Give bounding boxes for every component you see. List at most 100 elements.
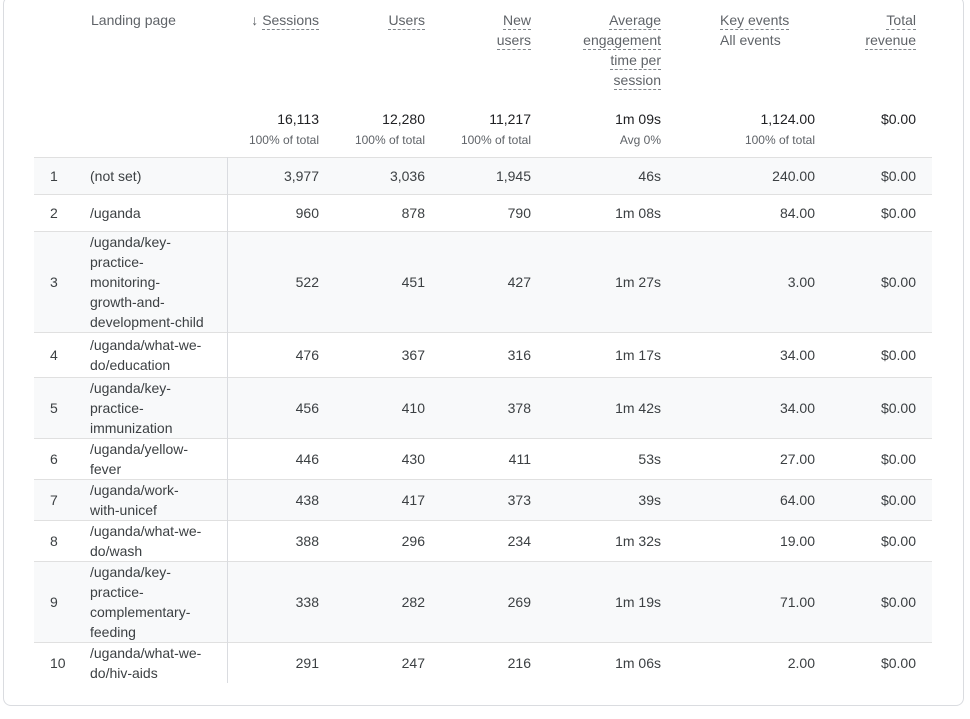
avg-cell: 1m 08s <box>615 205 661 221</box>
key-cell: 71.00 <box>779 594 815 610</box>
landing-page-cell[interactable]: /uganda/what-we-do/wash <box>90 521 230 561</box>
sessions-cell: 456 <box>295 400 319 416</box>
landing-page-cell[interactable]: /uganda/key-practice-immunization <box>90 378 230 438</box>
total-users-percent: 100% of total <box>354 133 425 147</box>
avg-cell: 1m 19s <box>615 594 661 610</box>
column-header-new-users[interactable]: New users <box>440 10 531 50</box>
sessions-cell: 960 <box>295 205 319 221</box>
key-events-label: Key events <box>720 12 790 30</box>
key-cell: 84.00 <box>779 205 815 221</box>
total-revenue: $0.00 <box>880 111 916 127</box>
table-row[interactable]: 2/uganda 960 878 790 1m 08s 84.00 $0.00 <box>34 194 932 231</box>
sessions-cell: 388 <box>295 533 319 549</box>
landing-page-label: Landing page <box>91 12 176 28</box>
new-users-label-2: users <box>496 32 531 50</box>
users-cell: 247 <box>401 655 425 671</box>
column-header-sessions[interactable]: ↓ Sessions <box>230 10 319 30</box>
rev-cell: $0.00 <box>880 274 916 290</box>
new-users-cell: 216 <box>507 655 531 671</box>
avg-engagement-label-1: Average <box>609 12 661 30</box>
new-users-cell: 1,945 <box>495 168 531 184</box>
total-revenue-label-2: revenue <box>865 32 916 50</box>
landing-page-path-line: feeding <box>90 624 136 640</box>
landing-page-cell[interactable]: /uganda/what-we-do/education <box>90 333 230 377</box>
avg-cell: 1m 42s <box>615 400 661 416</box>
landing-page-cell[interactable]: /uganda <box>90 195 230 231</box>
rev-cell: $0.00 <box>880 205 916 221</box>
table-row[interactable]: 5/uganda/key-practice-immunization 456 410… <box>34 377 932 438</box>
column-header-total-revenue[interactable]: Total revenue <box>840 10 916 50</box>
row-index: 5 <box>50 400 58 416</box>
landing-page-path-line: with-unicef <box>90 502 157 518</box>
column-header-avg-engagement[interactable]: Average engagement time per session <box>560 10 661 90</box>
key-events-filter[interactable]: All events <box>720 32 781 48</box>
key-cell: 34.00 <box>779 347 815 363</box>
key-cell: 34.00 <box>779 400 815 416</box>
total-sessions-percent: 100% of total <box>248 133 319 147</box>
landing-page-cell[interactable]: /uganda/work-with-unicef <box>90 480 230 520</box>
landing-page-path-line: monitoring- <box>90 274 161 290</box>
key-cell: 19.00 <box>779 533 815 549</box>
avg-engagement-label-4: session <box>613 72 661 90</box>
key-cell: 3.00 <box>787 274 815 290</box>
users-cell: 430 <box>401 451 425 467</box>
landing-page-path-line: /uganda/key- <box>90 234 171 250</box>
users-cell: 451 <box>401 274 425 290</box>
landing-page-cell[interactable]: /uganda/yellow-fever <box>90 439 230 479</box>
landing-page-cell[interactable]: /uganda/key-practice-complementary-feedi… <box>90 562 230 642</box>
landing-page-cell[interactable]: /uganda/key-practice-monitoring-growth-a… <box>90 232 230 332</box>
row-index: 8 <box>50 533 58 549</box>
total-avg-engagement-percent: Avg 0% <box>619 133 661 147</box>
key-cell: 240.00 <box>772 168 815 184</box>
landing-page-path-line: /uganda/what-we- <box>90 645 202 661</box>
landing-page-path-line: (not set) <box>90 168 142 184</box>
landing-page-cell[interactable]: (not set) <box>90 158 230 194</box>
new-users-cell: 790 <box>507 205 531 221</box>
landing-page-path-line: do/hiv-aids <box>90 665 158 681</box>
avg-engagement-label-3: time per <box>610 52 661 70</box>
sessions-cell: 291 <box>295 655 319 671</box>
landing-page-path-line: development-child <box>90 314 204 330</box>
landing-page-path-line: complementary- <box>90 604 191 620</box>
avg-engagement-label-2: engagement <box>583 32 661 50</box>
new-users-cell: 411 <box>508 451 531 467</box>
row-index: 6 <box>50 451 58 467</box>
table-row[interactable]: 10/uganda/what-we-do/hiv-aids 291 247 216 1m… <box>34 642 932 683</box>
table-row[interactable]: 8/uganda/what-we-do/wash 388 296 234 1m 32s 1… <box>34 520 932 561</box>
table-row[interactable]: 1 (not set) 3,977 3,036 1,945 46s 240.00 $0.00 <box>34 157 932 194</box>
total-revenue-label-1: Total <box>886 12 916 30</box>
key-cell: 2.00 <box>787 655 815 671</box>
row-index: 7 <box>50 492 58 508</box>
table-row[interactable]: 4/uganda/what-we-do/education 476 367 316 1m… <box>34 332 932 377</box>
column-header-landing-page[interactable]: Landing page <box>91 10 176 30</box>
new-users-cell: 316 <box>507 347 531 363</box>
table-row[interactable]: 7/uganda/work-with-unicef 438 417 373 39s 64.… <box>34 479 932 520</box>
sort-descending-icon: ↓ <box>251 12 259 28</box>
new-users-label-1: New <box>502 12 531 30</box>
table-row[interactable]: 3/uganda/key-practice-monitoring-growth-… <box>34 231 932 332</box>
landing-page-path-line: do/wash <box>90 543 143 559</box>
avg-cell: 53s <box>638 451 661 467</box>
total-key-events-percent: 100% of total <box>744 133 815 147</box>
column-header-key-events[interactable]: Key events All events <box>720 10 830 50</box>
users-cell: 3,036 <box>389 168 425 184</box>
new-users-cell: 378 <box>507 400 531 416</box>
avg-cell: 1m 32s <box>615 533 661 549</box>
rev-cell: $0.00 <box>880 451 916 467</box>
row-index: 2 <box>50 205 58 221</box>
new-users-cell: 373 <box>507 492 531 508</box>
sessions-label: Sessions <box>262 12 319 30</box>
sessions-cell: 476 <box>295 347 319 363</box>
landing-page-path-line: /uganda <box>90 205 141 221</box>
new-users-cell: 427 <box>507 274 531 290</box>
users-cell: 296 <box>401 533 425 549</box>
total-new-users: 11,217 <box>489 111 531 127</box>
landing-page-cell[interactable]: /uganda/what-we-do/hiv-aids <box>90 643 230 683</box>
rev-cell: $0.00 <box>880 492 916 508</box>
column-header-users[interactable]: Users <box>340 10 425 30</box>
table-row[interactable]: 6/uganda/yellow-fever 446 430 411 53s 27.00 $0… <box>34 438 932 479</box>
total-avg-engagement: 1m 09s <box>615 111 661 127</box>
landing-page-path-line: growth-and- <box>90 294 165 310</box>
table-row[interactable]: 9/uganda/key-practice-complementary-feed… <box>34 561 932 642</box>
new-users-cell: 234 <box>507 533 531 549</box>
